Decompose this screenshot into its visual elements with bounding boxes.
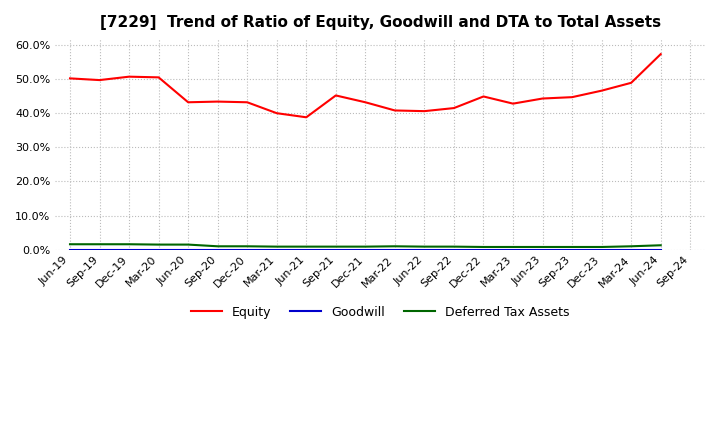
Goodwill	[598, 247, 606, 253]
Equity	[657, 51, 665, 57]
Line: Deferred Tax Assets: Deferred Tax Assets	[70, 244, 661, 247]
Equity	[420, 109, 428, 114]
Deferred Tax Assets	[657, 242, 665, 248]
Deferred Tax Assets	[184, 242, 192, 247]
Equity	[598, 88, 606, 93]
Equity	[184, 99, 192, 105]
Equity	[154, 75, 163, 80]
Goodwill	[627, 247, 636, 253]
Goodwill	[657, 247, 665, 253]
Deferred Tax Assets	[66, 242, 74, 247]
Goodwill	[568, 247, 577, 253]
Deferred Tax Assets	[154, 242, 163, 247]
Equity	[480, 94, 488, 99]
Goodwill	[480, 247, 488, 253]
Equity	[302, 115, 310, 120]
Deferred Tax Assets	[125, 242, 133, 247]
Deferred Tax Assets	[480, 244, 488, 249]
Equity	[568, 95, 577, 100]
Equity	[213, 99, 222, 104]
Goodwill	[66, 247, 74, 253]
Goodwill	[243, 247, 251, 253]
Deferred Tax Assets	[539, 244, 547, 249]
Goodwill	[509, 247, 518, 253]
Goodwill	[331, 247, 340, 253]
Equity	[539, 96, 547, 101]
Goodwill	[95, 247, 104, 253]
Deferred Tax Assets	[243, 244, 251, 249]
Goodwill	[125, 247, 133, 253]
Goodwill	[390, 247, 399, 253]
Equity	[509, 101, 518, 106]
Goodwill	[154, 247, 163, 253]
Deferred Tax Assets	[213, 244, 222, 249]
Deferred Tax Assets	[627, 244, 636, 249]
Deferred Tax Assets	[598, 244, 606, 249]
Goodwill	[302, 247, 310, 253]
Equity	[66, 76, 74, 81]
Equity	[125, 74, 133, 79]
Goodwill	[272, 247, 281, 253]
Goodwill	[449, 247, 458, 253]
Deferred Tax Assets	[361, 244, 369, 249]
Equity	[272, 110, 281, 116]
Goodwill	[539, 247, 547, 253]
Equity	[390, 108, 399, 113]
Legend: Equity, Goodwill, Deferred Tax Assets: Equity, Goodwill, Deferred Tax Assets	[186, 301, 575, 324]
Deferred Tax Assets	[390, 244, 399, 249]
Goodwill	[184, 247, 192, 253]
Goodwill	[420, 247, 428, 253]
Deferred Tax Assets	[420, 244, 428, 249]
Equity	[449, 106, 458, 111]
Goodwill	[361, 247, 369, 253]
Deferred Tax Assets	[509, 244, 518, 249]
Equity	[627, 80, 636, 85]
Deferred Tax Assets	[449, 244, 458, 249]
Deferred Tax Assets	[272, 244, 281, 249]
Line: Equity: Equity	[70, 54, 661, 117]
Equity	[331, 93, 340, 98]
Deferred Tax Assets	[568, 244, 577, 249]
Equity	[243, 99, 251, 105]
Title: [7229]  Trend of Ratio of Equity, Goodwill and DTA to Total Assets: [7229] Trend of Ratio of Equity, Goodwil…	[99, 15, 661, 30]
Deferred Tax Assets	[95, 242, 104, 247]
Equity	[95, 77, 104, 83]
Goodwill	[213, 247, 222, 253]
Deferred Tax Assets	[331, 244, 340, 249]
Equity	[361, 99, 369, 105]
Deferred Tax Assets	[302, 244, 310, 249]
